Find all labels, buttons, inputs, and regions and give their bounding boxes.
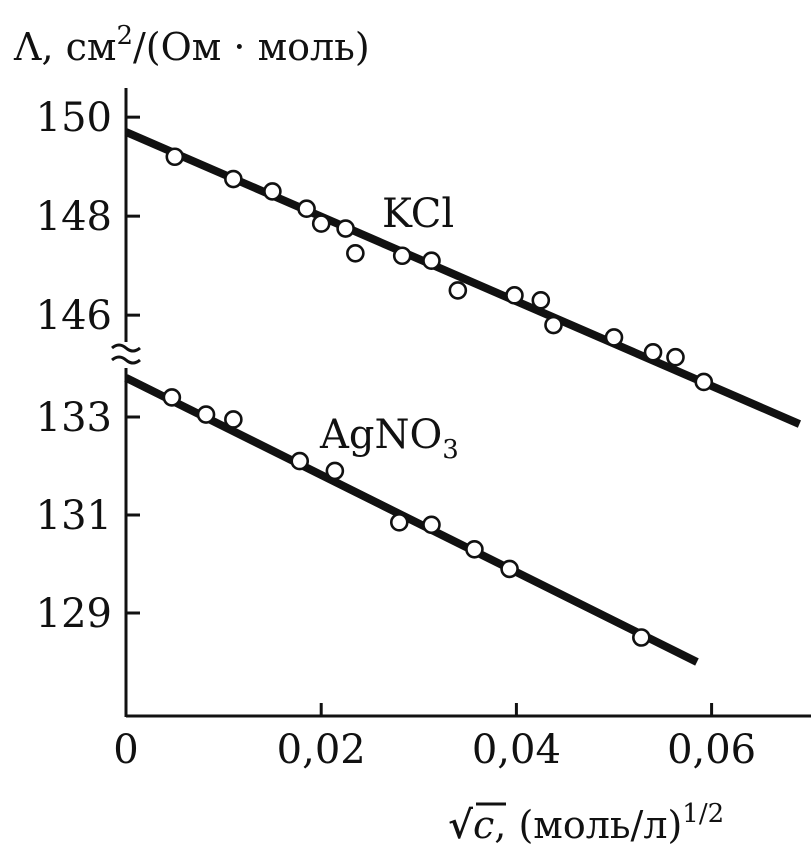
x-axis-title-unit: , (моль/л) — [494, 803, 682, 847]
data-point-kcl — [311, 214, 331, 233]
data-point-kcl — [263, 182, 282, 201]
y-tick-label: 148 — [36, 194, 112, 240]
axis-break-mark — [111, 343, 141, 365]
series-label-agno3-sub: 3 — [442, 435, 459, 465]
data-point-agno3 — [162, 388, 182, 407]
x-tick-label: 0,06 — [667, 727, 756, 773]
y-axis-title: Λ, см2/(Ом · моль) — [13, 21, 370, 69]
data-point-kcl — [336, 219, 355, 238]
data-point-kcl — [297, 199, 316, 219]
y-tick-label: 133 — [36, 395, 112, 441]
series-label-agno3-main: AgNO — [319, 412, 442, 458]
data-points — [162, 147, 714, 647]
y-axis-title-exp: 2 — [116, 21, 133, 51]
data-point-agno3 — [632, 628, 651, 647]
x-tick-label: 0,02 — [277, 727, 366, 773]
x-axis-title-exp: 1/2 — [682, 799, 724, 829]
data-point-kcl — [165, 147, 185, 167]
y-tick-label: 129 — [36, 591, 112, 637]
data-point-agno3 — [196, 405, 216, 424]
y-ticks: 146 148 150 129 131 133 — [36, 95, 140, 637]
data-point-kcl — [346, 243, 365, 263]
x-tick-label: 0 — [113, 727, 138, 773]
data-point-agno3 — [422, 515, 441, 535]
data-point-kcl — [604, 328, 624, 347]
svg-text:√c, (моль/л)1/2: √c, (моль/л)1/2 — [448, 799, 724, 847]
x-axis-title: √c, (моль/л)1/2 — [448, 799, 724, 847]
data-point-kcl — [505, 286, 524, 305]
data-point-kcl — [392, 246, 412, 266]
fit-line-agno3 — [124, 374, 699, 666]
data-point-kcl — [666, 347, 685, 367]
data-point-agno3 — [290, 451, 310, 471]
y-axis-title-prefix: Λ, см — [13, 25, 116, 69]
series-label-kcl: KCl — [382, 191, 454, 237]
data-point-kcl — [531, 290, 551, 310]
y-tick-label: 150 — [36, 95, 112, 141]
data-point-agno3 — [224, 410, 243, 429]
data-point-kcl — [224, 169, 243, 189]
y-tick-label: 146 — [36, 293, 112, 339]
data-point-kcl — [448, 281, 468, 300]
data-point-agno3 — [389, 513, 409, 532]
data-point-kcl — [422, 251, 441, 271]
data-point-kcl — [544, 315, 563, 335]
x-tick-label: 0,04 — [472, 727, 561, 773]
series-label-kcl-main: KCl — [382, 191, 454, 237]
data-point-agno3 — [500, 559, 519, 579]
x-axis-title-var: c — [473, 803, 494, 847]
data-point-kcl — [694, 372, 714, 392]
data-point-agno3 — [325, 461, 345, 481]
series-label-agno3: AgNO3 — [319, 412, 459, 465]
x-axis-title-root: √ — [448, 802, 474, 847]
x-ticks: 0 0,02 0,04 0,06 — [113, 703, 756, 773]
data-point-agno3 — [465, 539, 484, 559]
fit-lines — [124, 128, 802, 666]
y-tick-label: 131 — [36, 493, 112, 539]
y-axis-title-suffix: /(Ом · моль) — [133, 25, 370, 69]
data-point-kcl — [643, 342, 663, 362]
